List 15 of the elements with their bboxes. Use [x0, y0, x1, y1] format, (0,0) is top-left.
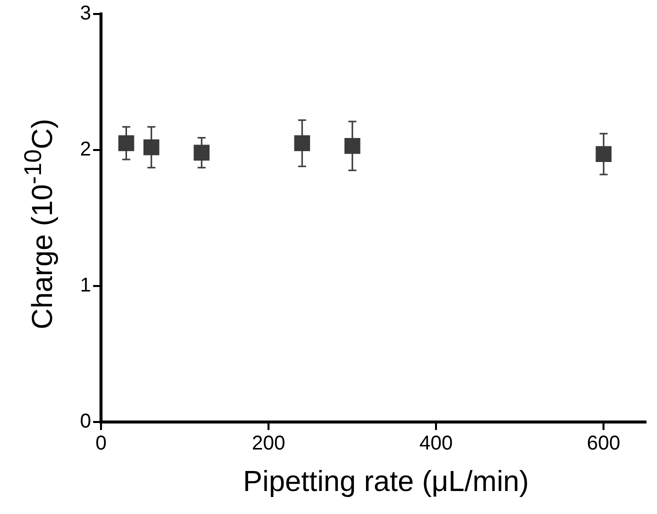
point [294, 135, 310, 152]
x-tick-label: 0 [96, 432, 107, 455]
y-tick-label: 2 [80, 138, 92, 161]
point [143, 139, 160, 156]
y-tick-label: 0 [80, 410, 92, 433]
point [596, 146, 612, 162]
y-tick-label: 3 [80, 2, 92, 25]
y-tick-label: 1 [80, 274, 92, 297]
point [118, 135, 134, 152]
x-tick-label: 400 [419, 432, 453, 455]
x-tick-label: 200 [252, 432, 286, 455]
x-tick-label: 600 [586, 432, 620, 455]
x-axis-title: Pipetting rate (μL/min) [242, 466, 530, 499]
point [344, 138, 360, 154]
point [194, 144, 210, 161]
